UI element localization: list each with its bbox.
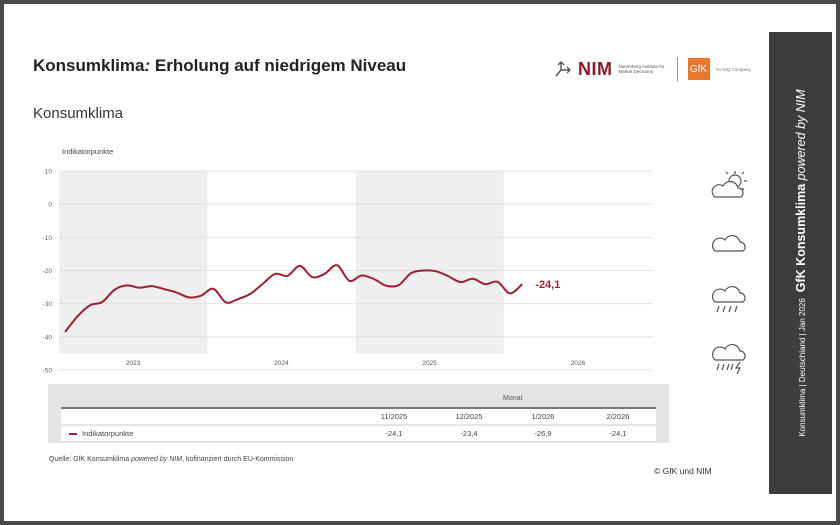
chart-subtitle: Konsumklima xyxy=(33,105,124,122)
table-cell: -26,9 xyxy=(534,429,552,438)
logo-divider xyxy=(676,57,678,81)
table-row: Indikatorpunkte -24,1 -23,4 -26,9 -24,1 xyxy=(61,426,656,441)
column-header: 2/2026 xyxy=(606,412,630,421)
cloud-icon xyxy=(711,234,746,252)
column-header: 11/2025 xyxy=(380,412,408,421)
sidebar-meta: Konsumklima | Deutschland | Jan 2026 xyxy=(797,298,807,437)
row-label: Indikatorpunkte xyxy=(82,429,134,438)
x-tick-label: 2024 xyxy=(274,360,289,367)
copyright: © GfK und NIM xyxy=(654,466,712,476)
y-axis-label: Indikatorpunkte xyxy=(62,147,113,156)
source-note: Quelle: GfK Konsumklima powered by NIM, … xyxy=(49,456,293,463)
table-cell: -24,1 xyxy=(609,429,627,438)
title-colon: : xyxy=(144,56,151,75)
sidebar-title-text: GfK Konsumklima xyxy=(793,183,808,293)
rain-cloud-icon xyxy=(711,285,746,313)
year-band xyxy=(59,171,208,354)
y-tick-label: 10 xyxy=(45,169,53,176)
table-header-row: 11/2025 12/2025 1/2026 2/2026 xyxy=(61,409,656,424)
slide: Konsumklima: Erholung auf niedrigem Nive… xyxy=(4,4,836,521)
logos: NIM Nuremberg Institute for Market Decis… xyxy=(554,56,751,82)
gfk-logo: GfK xyxy=(687,58,710,80)
legend-swatch xyxy=(69,433,77,435)
y-tick-label: -10 xyxy=(43,235,53,242)
x-tick-label: 2023 xyxy=(126,360,141,367)
source-text: Quelle: GfK Konsumklima xyxy=(49,456,132,463)
sidebar-title: GfK Konsumklima powered by NIM xyxy=(794,89,808,292)
last-value-label: -24,1 xyxy=(535,279,560,291)
y-tick-label: -30 xyxy=(43,301,53,308)
title-rest: Erholung auf niedrigem Niveau xyxy=(150,56,407,75)
year-band xyxy=(355,171,504,354)
table-group-header: Monat xyxy=(503,395,523,402)
sun-behind-cloud-icon xyxy=(711,171,747,198)
sidebar-banner: Konsumklima | Deutschland | Jan 2026 GfK… xyxy=(769,32,832,494)
gfk-subtitle: An NIQ Company xyxy=(715,66,751,72)
series-line xyxy=(64,264,523,333)
title-main: Konsumklima xyxy=(33,56,145,75)
table-cell: -23,4 xyxy=(460,429,478,438)
nim-subtitle: Nuremberg Institute for Market Decisions xyxy=(618,64,665,74)
thunderstorm-icon xyxy=(711,344,746,375)
y-tick-label: -20 xyxy=(43,268,53,275)
x-tick-label: 2025 xyxy=(422,360,437,367)
table-cell: -24,1 xyxy=(385,429,403,438)
source-italic: powered by NIM xyxy=(131,456,183,463)
column-header: 1/2026 xyxy=(531,412,555,421)
sidebar-title-italic: powered by NIM xyxy=(793,89,808,181)
page-title: Konsumklima: Erholung auf niedrigem Nive… xyxy=(33,56,406,76)
table-divider xyxy=(61,407,656,409)
y-tick-label: -40 xyxy=(43,334,53,341)
x-tick-label: 2026 xyxy=(571,360,586,367)
nim-logo: NIM xyxy=(578,58,613,79)
nim-arrow-icon xyxy=(555,61,571,77)
source-text-end: , kofinanziert durch EU-Kommission xyxy=(182,456,294,463)
y-tick-label: -50 xyxy=(43,368,53,375)
line-chart: Indikatorpunkte 2023 2024 2025 2026 10 0 -10 -20… xyxy=(43,147,652,375)
y-tick-label: 0 xyxy=(48,202,52,209)
column-header: 12/2025 xyxy=(455,412,483,421)
data-table: Monat 11/2025 12/2025 1/2026 2/2026 Indi… xyxy=(48,384,669,443)
